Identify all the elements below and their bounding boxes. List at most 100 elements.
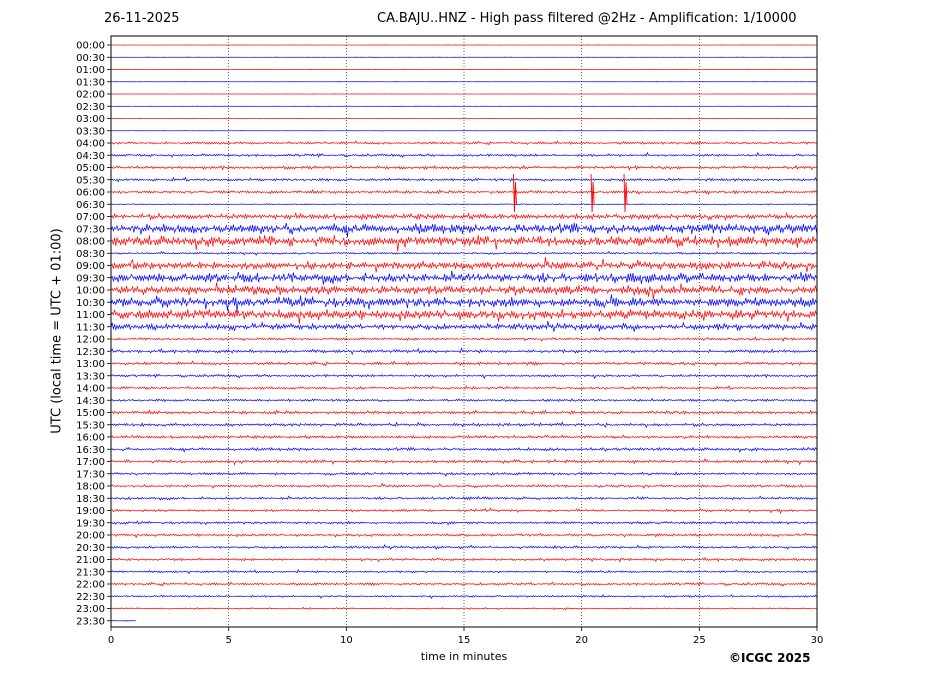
y-tick-label: 02:00 (76, 90, 105, 101)
trace-line (110, 385, 817, 391)
y-tick-label: 01:30 (76, 77, 105, 88)
y-tick-label: 06:00 (76, 188, 105, 199)
trace-line (110, 176, 817, 183)
y-tick-label: 02:30 (76, 102, 105, 113)
trace-line (110, 203, 817, 206)
trace-line (110, 188, 817, 195)
trace-line (110, 520, 817, 526)
y-tick-label: 14:00 (76, 384, 105, 395)
trace-line (110, 308, 817, 324)
y-tick-label: 17:30 (76, 469, 105, 480)
y-tick-label: 06:30 (76, 200, 105, 211)
x-tick-label: 25 (693, 635, 706, 646)
trace-line (110, 434, 817, 440)
y-tick-label: 21:30 (76, 567, 105, 578)
trace-line (110, 619, 137, 622)
y-tick-label: 04:30 (76, 151, 105, 162)
y-tick-label: 10:30 (76, 298, 105, 309)
y-tick-label: 22:30 (76, 592, 105, 603)
y-tick-label: 23:00 (76, 604, 105, 615)
trace-line (110, 581, 817, 587)
trace-line (110, 409, 817, 416)
y-tick-label: 08:30 (76, 249, 105, 260)
y-tick-label: 15:00 (76, 408, 105, 419)
y-tick-label: 14:30 (76, 396, 105, 407)
trace-line (110, 556, 817, 563)
y-tick-label: 04:00 (76, 139, 105, 150)
x-tick-label: 10 (340, 635, 353, 646)
y-tick-label: 17:00 (76, 457, 105, 468)
x-tick-label: 0 (108, 635, 114, 646)
x-tick-label: 30 (811, 635, 824, 646)
minute-gridlines (228, 36, 700, 627)
y-tick-label: 08:00 (76, 237, 105, 248)
trace-line (110, 151, 817, 159)
y-tick-label: 12:30 (76, 347, 105, 358)
y-tick-label: 16:00 (76, 433, 105, 444)
x-tick-label: 20 (575, 635, 588, 646)
trace-line (110, 257, 817, 273)
trace-line (110, 594, 817, 600)
y-tick-label: 13:30 (76, 371, 105, 382)
chart-title: CA.BAJU..HNZ - High pass filtered @2Hz -… (377, 11, 797, 26)
trace-line (110, 294, 817, 313)
trace-line (110, 507, 817, 514)
y-tick-label: 18:00 (76, 482, 105, 493)
y-tick-label: 18:30 (76, 494, 105, 505)
trace-line (110, 568, 817, 575)
trace-line (110, 336, 817, 343)
y-tick-label: 15:30 (76, 420, 105, 431)
y-axis-label: UTC (local time = UTC + 01:00) (49, 228, 65, 434)
x-tick-label: 15 (458, 635, 471, 646)
y-tick-label: 00:00 (76, 41, 105, 52)
trace-line (110, 471, 817, 477)
y-tick-label: 05:00 (76, 163, 105, 174)
y-tick-label: 11:30 (76, 322, 105, 333)
event-spike (590, 173, 595, 213)
y-tick-label: 13:00 (76, 359, 105, 370)
trace-line (110, 360, 817, 367)
trace-line (110, 457, 817, 466)
y-tick-label: 20:30 (76, 543, 105, 554)
x-axis-ticks: 0 5 10 15 20 25 30 (108, 627, 824, 646)
y-tick-label: 21:00 (76, 555, 105, 566)
trace-line (110, 235, 817, 252)
y-tick-label: 00:30 (76, 53, 105, 64)
seismic-traces (110, 44, 817, 622)
trace-line (110, 532, 817, 539)
y-tick-label: 03:00 (76, 114, 105, 125)
y-tick-label: 07:30 (76, 224, 105, 235)
y-tick-label: 07:00 (76, 212, 105, 223)
trace-line (110, 222, 817, 238)
trace-line (110, 373, 817, 380)
copyright-notice: ©ICGC 2025 (729, 651, 811, 665)
trace-line (110, 140, 817, 146)
y-tick-label: 03:30 (76, 126, 105, 137)
trace-line (110, 446, 817, 453)
trace-line (110, 270, 817, 285)
x-axis-label: time in minutes (420, 650, 508, 663)
y-tick-label: 12:00 (76, 335, 105, 346)
y-tick-label: 23:30 (76, 616, 105, 627)
y-tick-label: 09:30 (76, 273, 105, 284)
y-tick-label: 16:30 (76, 445, 105, 456)
y-tick-label: 19:30 (76, 518, 105, 529)
y-tick-label: 19:00 (76, 506, 105, 517)
trace-line (110, 164, 817, 171)
event-spike (623, 173, 628, 213)
y-tick-label: 01:00 (76, 65, 105, 76)
y-tick-label: 22:00 (76, 580, 105, 591)
y-tick-label: 09:00 (76, 261, 105, 272)
trace-line (110, 606, 817, 611)
record-date: 26-11-2025 (104, 11, 180, 26)
trace-line (110, 543, 817, 551)
y-tick-label: 20:00 (76, 531, 105, 542)
plot-frame (110, 35, 818, 628)
y-tick-label: 11:00 (76, 310, 105, 321)
trace-line (110, 282, 817, 300)
trace-line (110, 495, 817, 501)
trace-line (110, 211, 817, 221)
event-spike (512, 173, 517, 213)
